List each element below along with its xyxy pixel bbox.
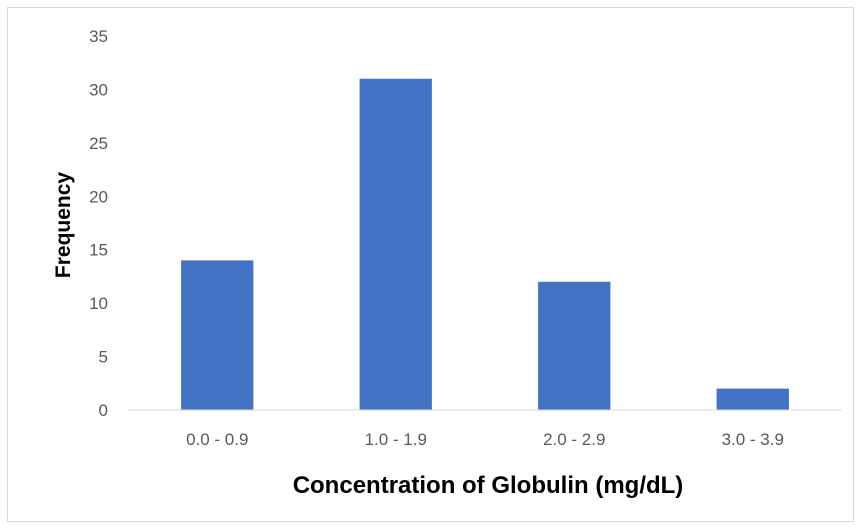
y-tick-label: 5 xyxy=(99,348,108,367)
bar-3 xyxy=(716,388,789,410)
y-tick-label: 35 xyxy=(89,27,108,46)
bar-0 xyxy=(181,260,254,410)
y-axis-title: Frequency xyxy=(52,172,75,279)
y-tick-label: 25 xyxy=(89,134,108,153)
y-tick-label: 0 xyxy=(99,401,108,420)
x-axis-ticks: 0.0 - 0.9 1.0 - 1.9 2.0 - 2.9 3.0 - 3.9 xyxy=(186,430,784,449)
y-tick-label: 10 xyxy=(89,294,108,313)
x-tick-label: 1.0 - 1.9 xyxy=(365,430,427,449)
y-tick-label: 20 xyxy=(89,187,108,206)
y-axis-ticks: 0 5 10 15 20 25 30 35 xyxy=(89,27,108,420)
bar-1 xyxy=(359,78,432,410)
bar-2 xyxy=(538,281,611,410)
x-tick-label: 2.0 - 2.9 xyxy=(543,430,605,449)
y-tick-label: 30 xyxy=(89,80,108,99)
x-tick-label: 3.0 - 3.9 xyxy=(722,430,784,449)
bars xyxy=(181,78,789,410)
x-axis-title: Concentration of Globulin (mg/dL) xyxy=(293,472,684,499)
y-tick-label: 15 xyxy=(89,241,108,260)
x-tick-label: 0.0 - 0.9 xyxy=(186,430,248,449)
